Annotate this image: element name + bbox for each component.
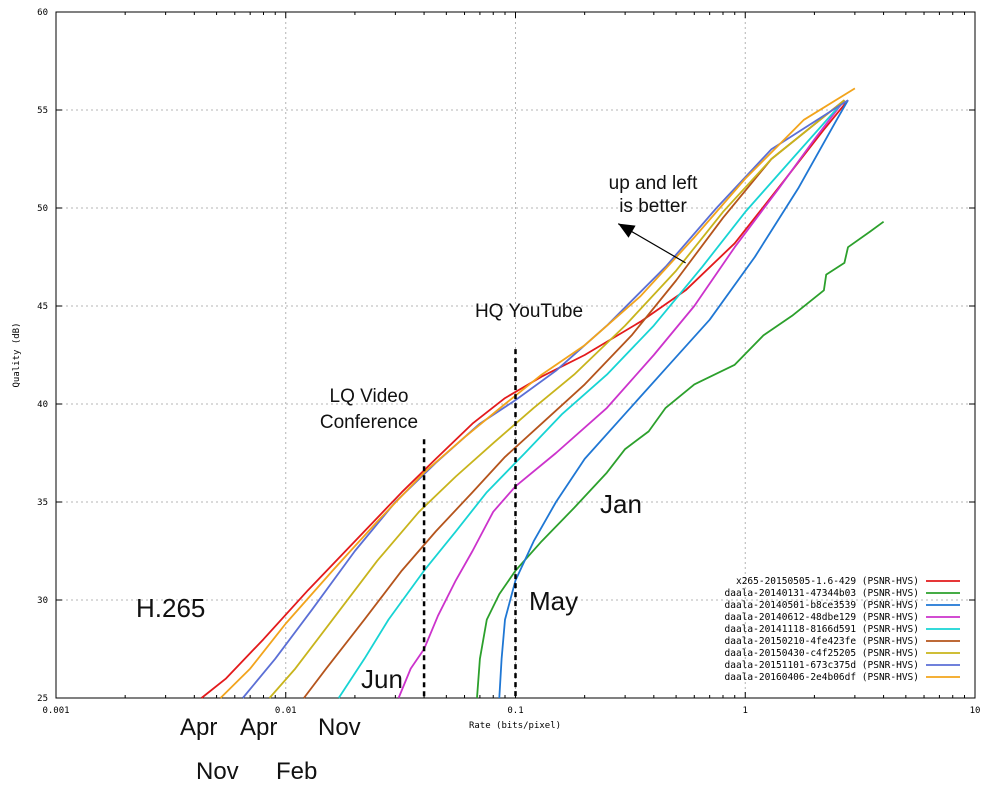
y-tick-label: 30 <box>37 596 48 606</box>
legend-label: daala-20140131-47344b03 (PSNR-HVS) <box>725 588 919 599</box>
series-line <box>303 99 845 699</box>
annotation-apr-1: Apr <box>180 714 217 741</box>
series-line <box>337 99 846 699</box>
annotation-apr-2: Apr <box>240 714 277 741</box>
series-line <box>397 99 846 699</box>
legend-label: daala-20141118-8166d591 (PSNR-HVS) <box>725 624 919 635</box>
arrow-head <box>618 223 636 238</box>
x-tick-label: 0.01 <box>275 706 297 716</box>
legend-label: daala-20150430-c4f25205 (PSNR-HVS) <box>725 648 919 659</box>
annotation-nov-2: Nov <box>196 758 239 785</box>
annotation-nov-1: Nov <box>318 714 361 741</box>
annotation-up-left-2: is better <box>619 196 687 217</box>
series-line <box>268 99 845 699</box>
x-tick-label: 0.001 <box>42 706 69 716</box>
legend-label: daala-20160406-2e4b06df (PSNR-HVS) <box>725 672 919 683</box>
legend-label: daala-20140501-b8ce3539 (PSNR-HVS) <box>725 600 919 611</box>
series-line <box>242 99 849 699</box>
series-line <box>476 220 885 699</box>
legend-label: daala-20140612-48dbe129 (PSNR-HVS) <box>725 612 919 623</box>
x-tick-label: 10 <box>970 706 981 716</box>
y-axis-label: Quality (dB) <box>12 322 22 387</box>
legend: x265-20150505-1.6-429 (PSNR-HVS) daala-2… <box>725 576 960 683</box>
reference-lines <box>422 349 517 698</box>
y-tick-label: 45 <box>37 302 48 312</box>
annotations: up and left is better HQ YouTube LQ Vide… <box>136 173 698 785</box>
series-lines <box>200 87 885 699</box>
annotation-lq-1: LQ Video <box>330 386 409 407</box>
legend-label: x265-20150505-1.6-429 (PSNR-HVS) <box>736 576 919 587</box>
y-tick-label: 55 <box>37 106 48 116</box>
legend-swatches <box>926 580 960 678</box>
legend-label: daala-20151101-673c375d (PSNR-HVS) <box>725 660 919 671</box>
x-tick-label: 1 <box>743 706 748 716</box>
annotation-may: May <box>529 586 578 616</box>
y-tick-label: 25 <box>37 694 48 704</box>
annotation-jun: Jun <box>361 664 403 694</box>
legend-label: daala-20150210-4fe423fe (PSNR-HVS) <box>725 636 919 647</box>
annotation-up-left-1: up and left <box>609 173 698 194</box>
annotation-h265: H.265 <box>136 593 205 623</box>
annotation-jan: Jan <box>600 489 642 519</box>
y-tick-label: 35 <box>37 498 48 508</box>
x-axis-label: Rate (bits/pixel) <box>469 721 561 731</box>
x-tick-label: 0.1 <box>507 706 523 716</box>
y-tick-label: 40 <box>37 400 48 410</box>
y-tick-label: 60 <box>37 8 48 18</box>
series-line <box>498 99 849 699</box>
annotation-hq-youtube: HQ YouTube <box>475 301 583 322</box>
y-tick-label: 50 <box>37 204 48 214</box>
annotation-lq-2: Conference <box>320 412 418 433</box>
annotation-feb: Feb <box>276 758 317 785</box>
better-arrow <box>617 223 686 264</box>
series-line <box>200 99 849 699</box>
series-line <box>219 87 856 699</box>
